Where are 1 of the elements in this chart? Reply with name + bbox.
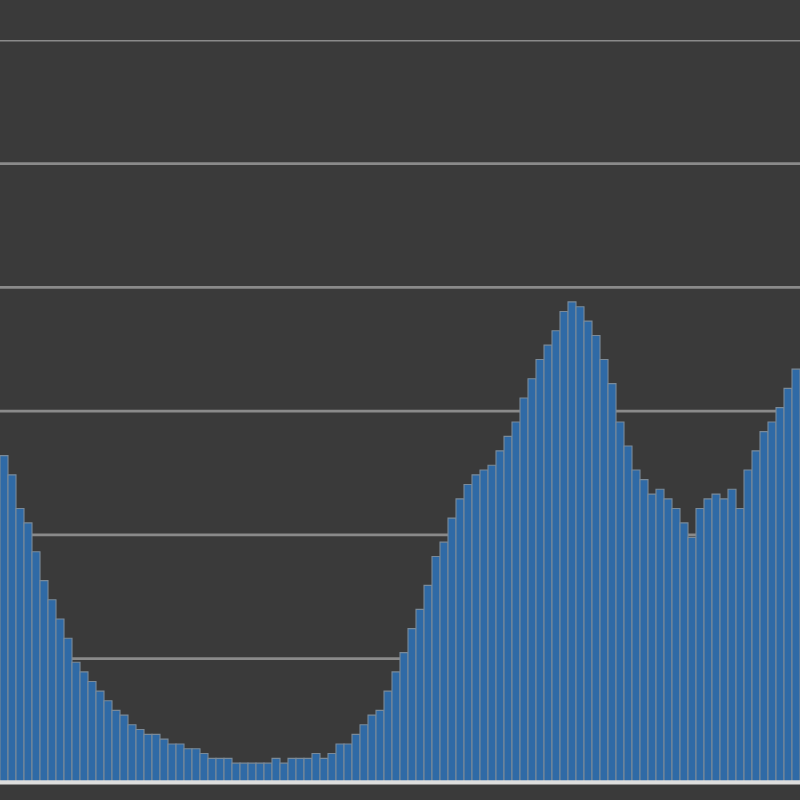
bar [791, 368, 800, 783]
